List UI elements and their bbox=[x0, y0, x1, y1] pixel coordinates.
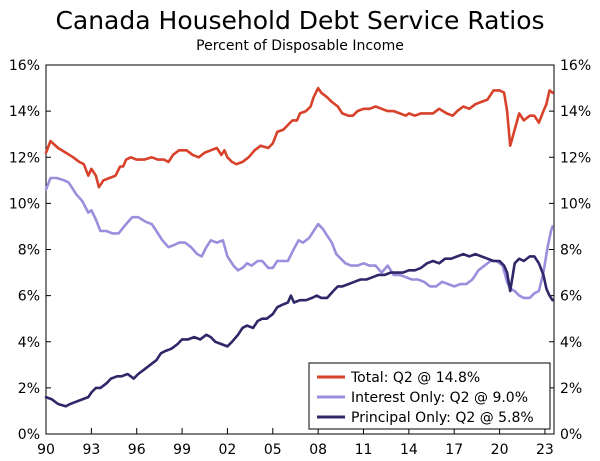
x-axis: 90 93 96 99 02 05 08 11 14 17 20 23 bbox=[37, 428, 554, 458]
x-tick-label: 05 bbox=[264, 442, 282, 458]
y-tick-label-right: 8% bbox=[560, 243, 582, 259]
x-tick-label: 17 bbox=[445, 442, 463, 458]
series-lines bbox=[44, 86, 554, 408]
y-axis-left: 0% 2% 4% 6% 8% 10% 12% 14% 16% bbox=[9, 58, 51, 443]
y-tick-label-left: 2% bbox=[18, 381, 40, 397]
x-tick-label: 20 bbox=[491, 442, 509, 458]
y-tick-label-right: 14% bbox=[560, 104, 591, 120]
y-tick-label-right: 16% bbox=[560, 58, 591, 74]
legend-label-2: Interest Only: Q2 @ 9.0% bbox=[351, 390, 528, 406]
x-tick-label: 08 bbox=[309, 442, 327, 458]
x-tick-label: 23 bbox=[536, 442, 554, 458]
y-axis-right: 0% 2% 4% 6% 8% 10% 12% 14% 16% bbox=[549, 58, 591, 443]
series-line-1 bbox=[44, 86, 554, 189]
legend-box bbox=[308, 362, 551, 430]
legend-label-1: Total: Q2 @ 14.8% bbox=[350, 370, 480, 386]
y-tick-label-right: 4% bbox=[560, 335, 582, 351]
series-line-3 bbox=[44, 252, 554, 408]
x-tick-label: 93 bbox=[82, 442, 100, 458]
y-tick-label-left: 0% bbox=[18, 427, 40, 443]
y-tick-label-right: 12% bbox=[560, 150, 591, 166]
y-tick-label-left: 14% bbox=[9, 104, 40, 120]
legend: Total: Q2 @ 14.8% Interest Only: Q2 @ 9.0… bbox=[308, 362, 551, 430]
x-tick-label: 96 bbox=[128, 442, 146, 458]
legend-label-3: Principal Only: Q2 @ 5.8% bbox=[351, 410, 534, 426]
chart-title: Canada Household Debt Service Ratios bbox=[55, 6, 545, 35]
y-tick-label-left: 12% bbox=[9, 150, 40, 166]
y-tick-label-right: 2% bbox=[560, 381, 582, 397]
y-tick-label-left: 16% bbox=[9, 58, 40, 74]
y-tick-label-right: 0% bbox=[560, 427, 582, 443]
chart-subtitle: Percent of Disposable Income bbox=[196, 38, 404, 54]
y-tick-label-left: 6% bbox=[18, 289, 40, 305]
x-tick-label: 02 bbox=[219, 442, 237, 458]
x-tick-label: 99 bbox=[173, 442, 191, 458]
y-tick-label-right: 10% bbox=[560, 196, 591, 212]
series-line-2 bbox=[44, 176, 554, 300]
y-tick-label-left: 8% bbox=[18, 243, 40, 259]
y-tick-label-right: 6% bbox=[560, 289, 582, 305]
y-tick-label-left: 4% bbox=[18, 335, 40, 351]
x-tick-label: 14 bbox=[400, 442, 418, 458]
x-tick-label: 90 bbox=[37, 442, 55, 458]
x-tick-label: 11 bbox=[355, 442, 373, 458]
y-tick-label-left: 10% bbox=[9, 196, 40, 212]
